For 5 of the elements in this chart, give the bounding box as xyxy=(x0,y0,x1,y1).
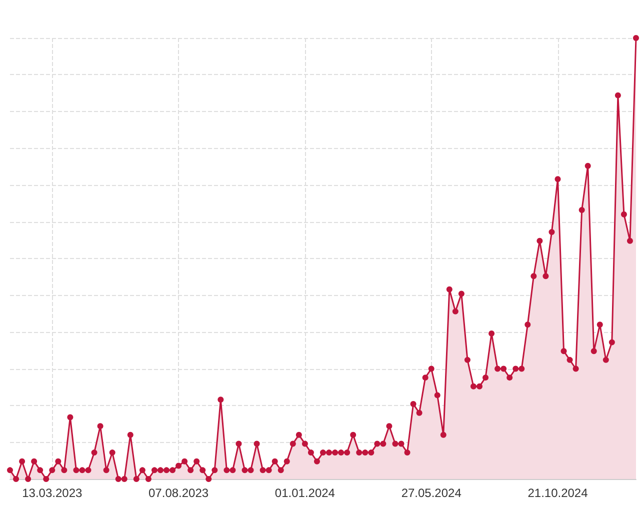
x-tick-label: 07.08.2023 xyxy=(148,486,209,500)
x-tick-label: 13.03.2023 xyxy=(22,486,82,500)
x-tick-label: 21.10.2024 xyxy=(528,486,588,500)
x-tick-label: 01.01.2024 xyxy=(274,486,336,500)
x-tick-label: 27.05.2024 xyxy=(401,486,462,500)
